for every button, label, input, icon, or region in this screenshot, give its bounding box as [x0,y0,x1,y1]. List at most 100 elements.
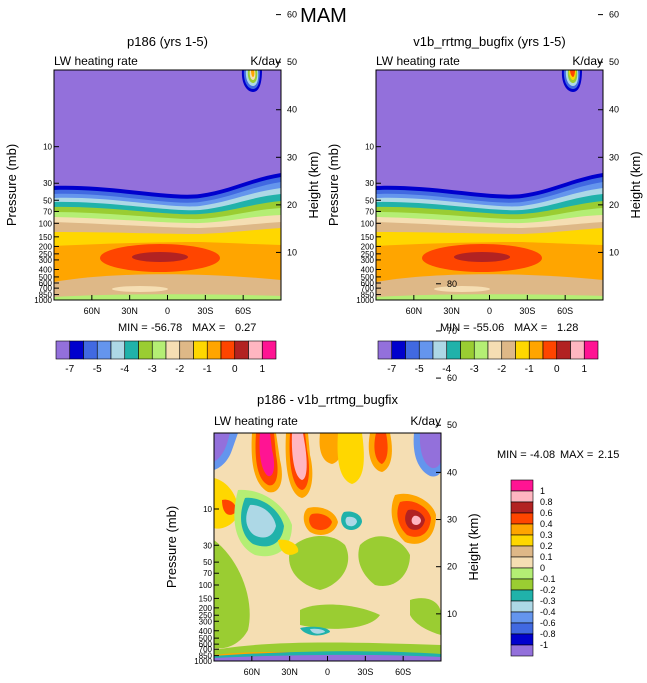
colorbar-label: -0.4 [540,607,556,617]
colorbar-box [510,633,534,646]
panel-1-max-value: 0.27 [235,322,256,334]
colorbar-box [510,589,534,602]
colorbar-box [138,340,153,360]
x-tick-label: 60S [557,306,573,316]
pressure-tick-label: 30 [203,541,212,550]
x-tick-label: 60S [235,306,251,316]
colorbar-box [510,534,534,547]
colorbar-box [165,340,181,360]
colorbar-box [69,340,84,360]
panel-3-min-value: -4.08 [530,449,555,461]
colorbar-box [124,340,139,360]
x-tick-label: 30S [197,306,213,316]
colorbar-box [432,340,448,360]
pressure-tick-label: 250 [361,250,375,259]
colorbar-label: -0.1 [540,574,556,584]
colorbar-label: -3 [470,364,479,375]
colorbar-box [96,340,112,360]
pressure-tick-label: 70 [365,207,374,216]
colorbar-label: -7 [387,364,396,375]
colorbar-label: -3 [148,364,157,375]
colorbar-box [391,340,406,360]
colorbar-box [220,340,236,360]
panel-3-title: p186 - v1b_rrtmg_bugfix [257,392,398,407]
pressure-tick-label: 150 [39,233,53,242]
pressure-tick-label: 30 [365,179,374,188]
panel-3-right-label: K/day [410,414,441,428]
x-tick-label: 30S [357,667,373,677]
colorbar-label: -5 [415,364,424,375]
figure-title: MAM [300,5,347,27]
pressure-tick-label: 100 [199,581,213,590]
height-tick-label: 30 [287,152,297,162]
pressure-tick-label: 300 [361,256,375,265]
pressure-tick-label: 250 [39,250,53,259]
pressure-tick-label: 100 [361,219,375,228]
colorbar-box [179,340,194,360]
colorbar-box [261,340,277,360]
pressure-tick-label: 500 [199,634,213,643]
panel-1-pressure-label: Pressure (mb) [4,144,19,226]
pressure-tick-label: 700 [199,645,213,654]
x-tick-label: 60N [84,306,101,316]
colorbar-box [510,490,534,503]
colorbar-box [510,578,534,591]
panel-2-contour-field [376,70,603,300]
pressure-tick-label: 150 [199,594,213,603]
colorbar-label: 0.1 [540,552,553,562]
pressure-tick-label: 1000 [356,296,374,305]
height-tick-label: 10 [609,247,619,257]
colorbar-box [510,479,534,492]
panel-3-axes: 60N 30N 0 30S 60S103050701001502002503004005… [194,279,457,677]
colorbar-box [528,340,544,360]
colorbar-box [510,600,534,613]
panel-2-title: v1b_rrtmg_bugfix (yrs 1-5) [413,34,565,49]
panel-2-axes: 60N 30N 0 30S 60S103050701001502002503004005… [356,10,619,316]
panel-3-pressure-label: Pressure (mb) [164,506,179,588]
panel-3-min-label: MIN = [497,449,527,461]
colorbar-box [510,545,534,558]
panel-2-min-label: MIN = [440,322,470,334]
panel-2-min-value: -55.06 [473,322,504,334]
colorbar-box [487,340,503,360]
colorbar-box [405,340,420,360]
colorbar-label: -1 [203,364,212,375]
pressure-tick-label: 200 [199,604,213,613]
pressure-tick-label: 1000 [34,296,52,305]
height-tick-label: 40 [609,105,619,115]
height-tick-label: 60 [447,373,457,383]
panel-1-title: p186 (yrs 1-5) [127,34,208,49]
panel-1-min-label: MIN = [118,322,148,334]
colorbar-label: 1 [259,364,265,375]
colorbar-label: -4 [442,364,451,375]
panel-3-contour-field [214,433,441,661]
colorbar-label: -2 [175,364,184,375]
pressure-tick-label: 50 [43,196,52,205]
pressure-tick-label: 200 [39,242,53,251]
pressure-tick-label: 150 [361,233,375,242]
colorbar-box [510,567,534,580]
colorbar-label: 1 [540,486,545,496]
colorbar-label: -5 [93,364,102,375]
pressure-tick-label: 600 [199,640,213,649]
height-tick-label: 50 [287,57,297,67]
pressure-tick-label: 10 [365,143,374,152]
pressure-tick-label: 500 [39,273,53,282]
pressure-tick-label: 100 [39,219,53,228]
height-tick-label: 10 [287,247,297,257]
panel-1-min-value: -56.78 [151,322,182,334]
colorbar-label: 0.6 [540,508,553,518]
colorbar-box [206,340,222,360]
colorbar-label: -2 [497,364,506,375]
colorbar-box [55,340,71,360]
x-tick-label: 30S [519,306,535,316]
pressure-tick-label: 250 [199,611,213,620]
x-tick-label: 0 [165,306,170,316]
x-tick-label: 30N [281,667,298,677]
colorbar-label: -0.3 [540,596,556,606]
colorbar-box [510,644,534,657]
x-tick-label: 60N [244,667,261,677]
height-tick-label: 20 [287,200,297,210]
x-tick-label: 30N [443,306,460,316]
